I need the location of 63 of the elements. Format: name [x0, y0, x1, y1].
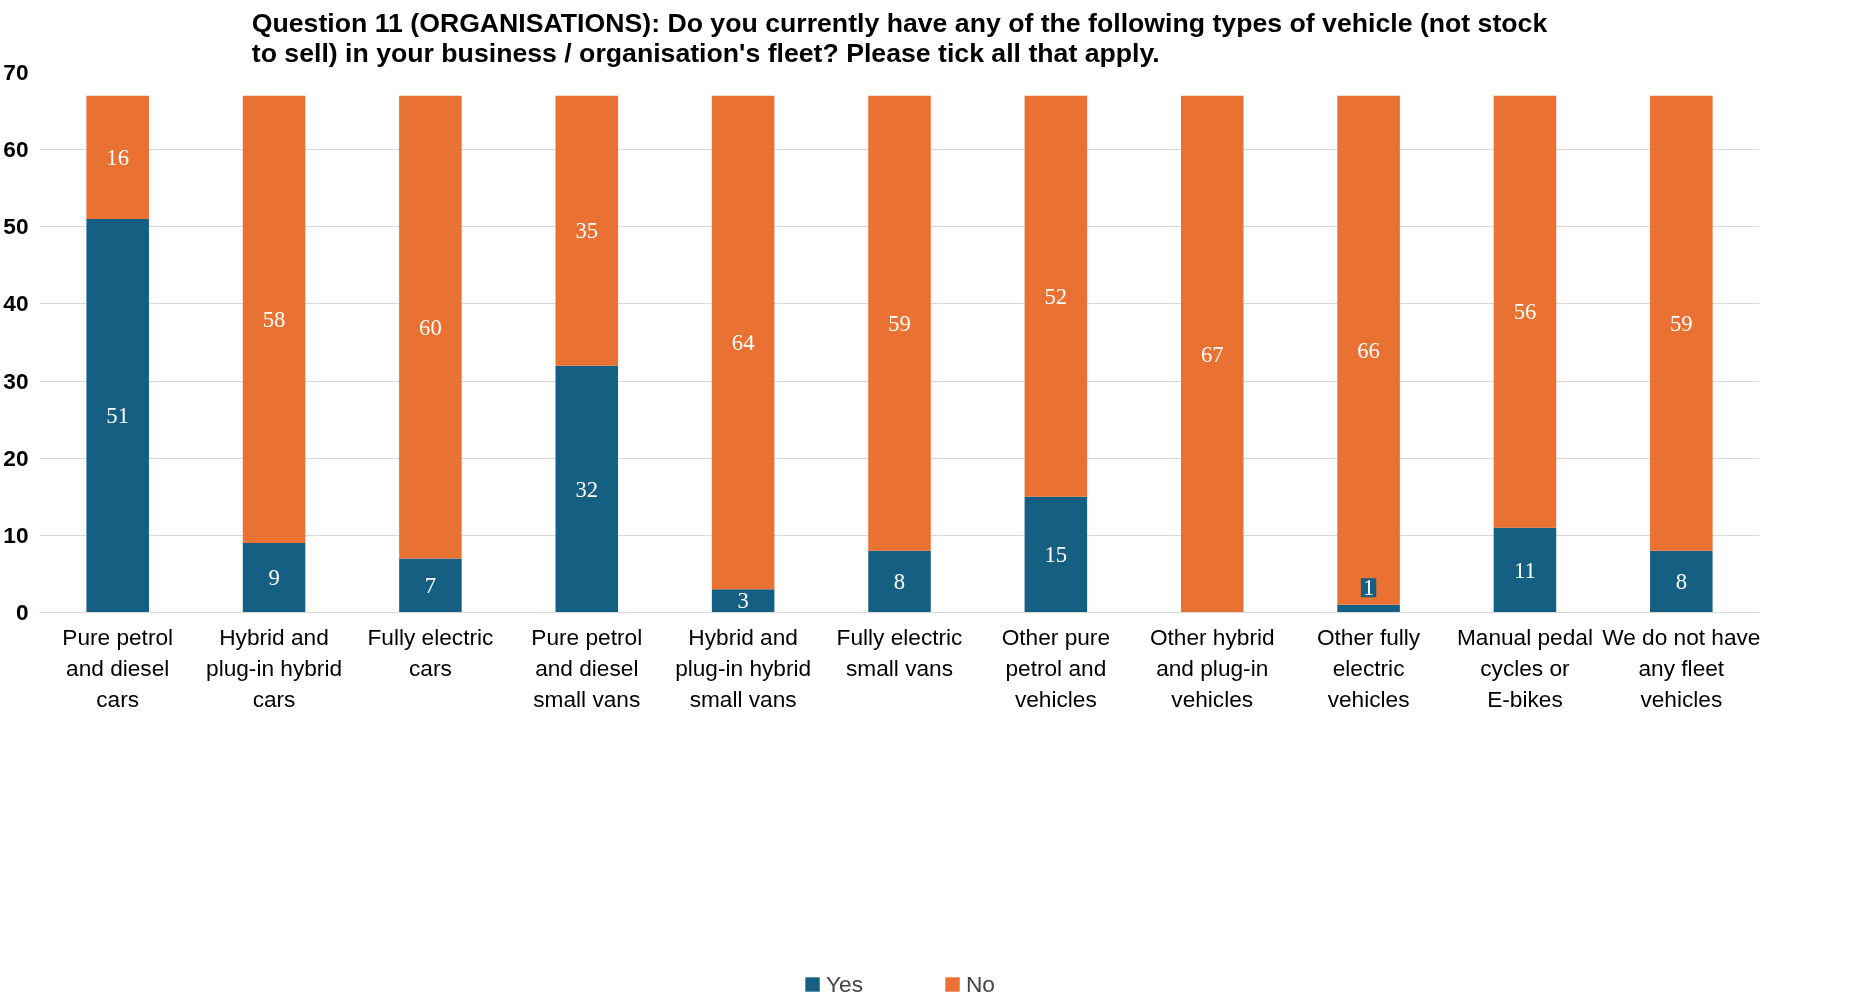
data-label: 1 [1362, 575, 1375, 601]
data-label: 7 [424, 573, 437, 598]
bar [868, 95, 931, 551]
bar [86, 95, 149, 220]
bar [1024, 95, 1088, 497]
data-label: 59 [888, 310, 911, 336]
bar [711, 95, 775, 590]
x-tick-label: Fully electric small vans [836, 623, 963, 681]
data-label: 60 [419, 314, 442, 340]
bar [242, 95, 306, 544]
legend-label: Yes [826, 970, 863, 998]
y-tick-label: 30 [3, 367, 29, 394]
y-tick-label: 70 [3, 59, 29, 85]
data-label: 3 [737, 588, 749, 614]
data-label: 52 [1044, 283, 1068, 309]
bar [1493, 527, 1557, 613]
data-label: 64 [731, 330, 755, 355]
data-label: 59 [1669, 310, 1693, 336]
x-tick-label: Pure petrol and diesel cars [62, 623, 174, 712]
legend-label: No [966, 970, 995, 998]
y-tick-label: 60 [3, 136, 29, 163]
data-label: 11 [1514, 557, 1536, 583]
bar [1024, 496, 1088, 613]
data-label: 8 [893, 569, 906, 595]
x-tick-label: Hybrid and plug-in hybrid small vans [675, 623, 812, 712]
bar [555, 365, 619, 613]
y-tick-label: 50 [3, 213, 29, 240]
x-tick-label: Manual pedal cycles or E-bikes [1456, 623, 1593, 712]
data-label: 51 [106, 403, 130, 429]
data-label: 32 [575, 476, 599, 502]
bar [1493, 95, 1557, 528]
data-label: 8 [1675, 569, 1687, 595]
data-label: 35 [575, 218, 599, 244]
x-tick-label: Other fully electric vehicles [1316, 623, 1421, 712]
bar [399, 558, 462, 613]
bar [555, 95, 619, 366]
y-tick-label: 0 [15, 599, 29, 625]
data-label: 67 [1200, 341, 1224, 367]
data-label: 15 [1044, 542, 1068, 568]
bar [86, 219, 149, 613]
bar [1337, 95, 1400, 605]
data-label: 56 [1513, 299, 1537, 325]
y-tick-label: 10 [3, 521, 29, 548]
bar [1180, 95, 1244, 613]
bar [1337, 604, 1400, 613]
x-tick-label: We do not have any fleet vehicles [1602, 623, 1761, 712]
data-label: 9 [268, 565, 280, 591]
y-tick-label: 20 [3, 444, 29, 471]
x-tick-label: Fully electric cars [367, 623, 494, 681]
chart-title: Question 11 (ORGANISATIONS): Do you currently have any of the following types of vehicle (not stock to sell) in your business / organisation's fleet? Please tick all that apply. [251, 7, 1548, 68]
data-label: 58 [262, 306, 286, 332]
x-tick-label: Pure petrol and diesel small vans [531, 623, 643, 712]
bar [1650, 550, 1713, 613]
bar [242, 543, 306, 613]
y-tick-label: 40 [3, 290, 29, 317]
bar [868, 550, 931, 613]
x-tick-label: Other pure petrol and vehicles [1001, 623, 1111, 712]
x-tick-label: Hybrid and plug-in hybrid cars [206, 623, 343, 712]
x-tick-label: Other hybrid and plug-in vehicles [1149, 623, 1275, 712]
data-label: 66 [1357, 337, 1380, 363]
data-label: 16 [106, 144, 130, 170]
bar [399, 95, 462, 559]
bar [1650, 95, 1713, 551]
